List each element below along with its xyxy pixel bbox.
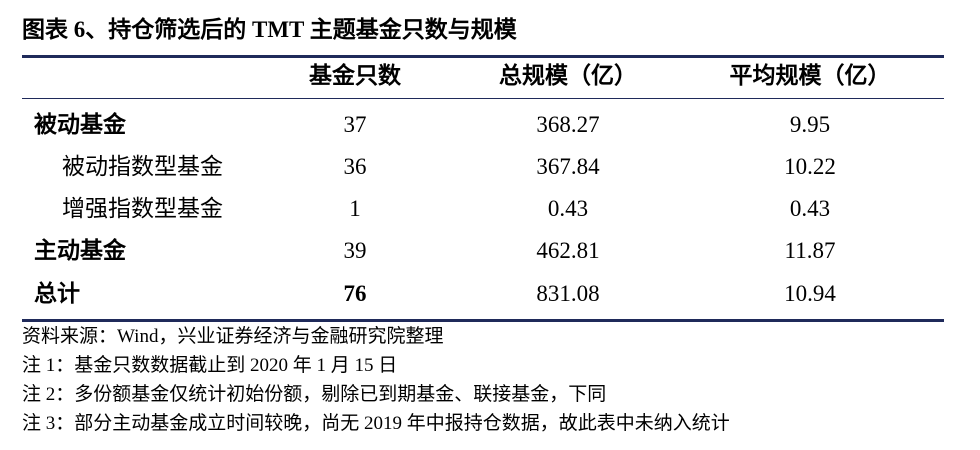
bottom-rule <box>22 319 944 322</box>
header-cell: 基金只数 <box>309 63 401 88</box>
table-cell: 36 <box>343 154 367 179</box>
row-label: 增强指数型基金 <box>62 196 223 221</box>
table-cell: 368.27 <box>536 112 600 137</box>
row-label: 总计 <box>34 281 80 306</box>
table-cell: 76 <box>343 281 367 306</box>
table-cell: 0.43 <box>547 196 589 221</box>
note: 注 2：多份额基金仅统计初始份额，剔除已到期基金、联接基金，下同 <box>22 384 607 405</box>
table-cell: 11.87 <box>784 238 836 263</box>
top-rule <box>22 55 944 58</box>
table-cell: 39 <box>343 238 367 263</box>
row-label: 被动指数型基金 <box>62 154 223 179</box>
table-cell: 10.22 <box>784 154 836 179</box>
table-cell: 367.84 <box>536 154 600 179</box>
note: 注 1：基金只数数据截止到 2020 年 1 月 15 日 <box>22 355 398 376</box>
table-cell: 831.08 <box>536 281 600 306</box>
table-cell: 0.43 <box>789 196 831 221</box>
title: 图表 6、持仓筛选后的 TMT 主题基金只数与规模 <box>22 17 517 42</box>
row-label: 被动基金 <box>34 112 126 137</box>
header-cell: 平均规模（亿） <box>729 63 891 88</box>
header-cell: 总规模（亿） <box>499 63 637 88</box>
note: 注 3：部分主动基金成立时间较晚，尚无 2019 年中报持仓数据，故此表中未纳入… <box>22 413 730 434</box>
table-cell: 462.81 <box>536 238 600 263</box>
note: 资料来源：Wind，兴业证券经济与金融研究院整理 <box>22 326 444 347</box>
header-rule <box>22 98 944 99</box>
table-cell: 1 <box>349 196 361 221</box>
table-cell: 9.95 <box>789 112 831 137</box>
row-label: 主动基金 <box>34 238 126 263</box>
table-cell: 37 <box>343 112 367 137</box>
table-cell: 10.94 <box>784 281 836 306</box>
